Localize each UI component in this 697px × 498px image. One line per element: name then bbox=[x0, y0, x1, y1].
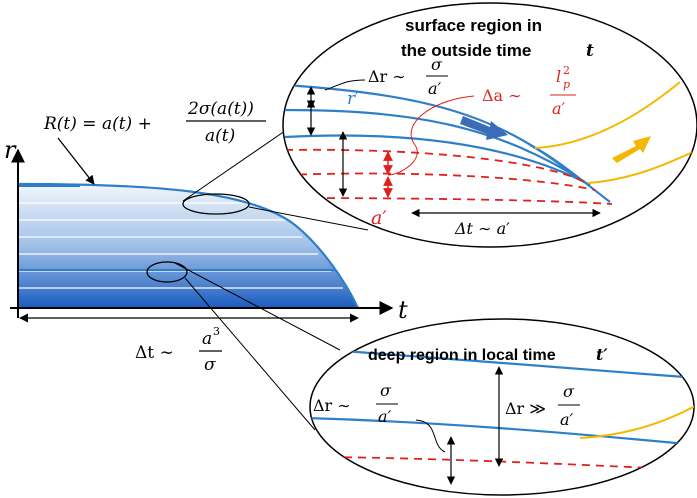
shaded-region bbox=[18, 184, 358, 308]
svg-text:σ: σ bbox=[431, 55, 443, 74]
svg-text:Δr ∼: Δr ∼ bbox=[313, 396, 351, 415]
svg-text:a′: a′ bbox=[428, 79, 442, 98]
svg-text:Δt ∼: Δt ∼ bbox=[135, 343, 174, 363]
svg-text:Δr ∼: Δr ∼ bbox=[368, 67, 406, 86]
deep-title: deep region in local time bbox=[368, 347, 556, 364]
svg-text:Δa ∼: Δa ∼ bbox=[482, 86, 522, 105]
surface-title-line2: the outside time bbox=[401, 41, 531, 60]
svg-text:2σ(a(t)): 2σ(a(t)) bbox=[187, 99, 254, 119]
svg-text:a(t): a(t) bbox=[205, 126, 235, 146]
radius-formula: R(t) = a(t) + 2σ(a(t)) a(t) bbox=[43, 99, 266, 146]
flow-arrow-orange bbox=[612, 136, 651, 163]
svg-text:l: l bbox=[556, 67, 561, 86]
deep-marker-ellipse bbox=[146, 261, 188, 283]
surface-marker-ellipse bbox=[182, 193, 250, 215]
svg-text:a: a bbox=[202, 329, 212, 349]
svg-text:Δt ∼ a′: Δt ∼ a′ bbox=[454, 219, 510, 238]
surface-panel: surface region in the outside time t Δr … bbox=[282, 2, 697, 248]
svg-text:2: 2 bbox=[563, 64, 570, 77]
t-axis-label: t bbox=[398, 296, 408, 324]
surface-title-var: t bbox=[586, 41, 594, 61]
svg-text:σ: σ bbox=[563, 382, 575, 401]
r-axis-label: r bbox=[4, 136, 17, 164]
deep-panel: deep region in local time t′ Δr ∼ σ a′ Δ… bbox=[309, 318, 695, 496]
svg-text:σ: σ bbox=[204, 355, 216, 375]
svg-text:Δr ≫: Δr ≫ bbox=[505, 399, 546, 418]
main-region bbox=[17, 182, 359, 309]
svg-text:a′: a′ bbox=[552, 99, 566, 118]
svg-text:a′: a′ bbox=[560, 410, 574, 429]
surface-title-line1: surface region in bbox=[405, 16, 542, 35]
svg-text:3: 3 bbox=[213, 325, 220, 338]
r-prime-label: r′ bbox=[347, 89, 359, 109]
flow-arrow-blue bbox=[460, 116, 508, 140]
svg-text:p: p bbox=[563, 78, 570, 91]
svg-text:σ: σ bbox=[380, 381, 392, 400]
a-prime-label: a′ bbox=[371, 207, 387, 229]
svg-text:a′: a′ bbox=[378, 407, 392, 426]
formula-pointer bbox=[57, 137, 95, 185]
deep-title-var: t′ bbox=[596, 345, 608, 364]
delta-t-formula: Δt ∼ a 3 σ bbox=[135, 325, 222, 375]
svg-text:R(t) = a(t) +: R(t) = a(t) + bbox=[43, 114, 152, 134]
